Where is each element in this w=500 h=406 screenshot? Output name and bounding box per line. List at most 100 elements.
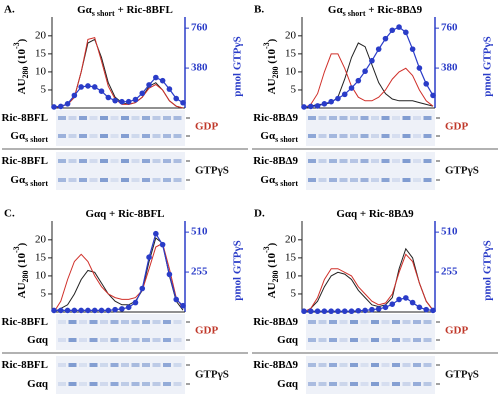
text-segment: -3 — [12, 42, 21, 49]
gel-band — [110, 159, 119, 163]
text-segment: (10 — [266, 253, 278, 271]
gel-band — [423, 382, 432, 386]
gel-band — [79, 338, 87, 342]
text-segment: -3 — [12, 246, 21, 253]
y-tick-label: 10 — [285, 65, 297, 77]
gel-band — [371, 338, 379, 342]
data-point — [139, 90, 146, 97]
gel-band — [142, 178, 150, 182]
gel-band — [173, 320, 182, 324]
text-segment: + Ric-8BΔ9 — [366, 4, 423, 16]
gel-band — [100, 116, 108, 120]
gel-band — [350, 116, 358, 120]
y2-tick-label: 380 — [191, 62, 208, 74]
gel-band — [413, 382, 421, 386]
gel-band — [360, 159, 369, 163]
data-point — [307, 308, 314, 315]
gel-background — [56, 356, 185, 394]
gel-band — [350, 382, 358, 386]
gel-band — [318, 363, 327, 367]
gel-band — [392, 116, 400, 120]
gel-row-label: Gαs short — [260, 130, 298, 145]
gel-band — [402, 159, 411, 163]
text-segment: Gα — [260, 130, 276, 142]
data-point — [173, 296, 180, 303]
data-point — [71, 307, 78, 314]
gel-band — [381, 338, 390, 342]
data-point — [423, 306, 430, 313]
data-point — [119, 306, 125, 312]
gel-band — [79, 320, 87, 324]
gel-band — [381, 159, 390, 163]
panel-label: A. — [4, 4, 15, 16]
text-segment: Ric-8BΔ9 — [253, 316, 298, 328]
gel-band — [423, 159, 432, 163]
gel-band — [371, 116, 379, 120]
gel-band — [350, 363, 358, 367]
gel-band — [371, 363, 379, 367]
chart-title: Gαq + Ric-8BFL — [85, 208, 164, 220]
gel-band — [163, 320, 171, 324]
y-tick-label: 5 — [41, 83, 47, 95]
data-point — [112, 306, 118, 313]
gel-band — [89, 382, 98, 386]
gel-band — [68, 159, 77, 163]
text-segment: AU — [266, 282, 278, 298]
text-segment: Gα — [260, 174, 276, 186]
chart-title: Gαs short + Ric-8BΔ9 — [328, 4, 423, 19]
gel-band — [163, 338, 171, 342]
gel-band — [350, 134, 358, 138]
text-segment: AU — [16, 282, 28, 298]
gel-band — [142, 320, 150, 324]
y2-tick-label: 255 — [441, 266, 458, 278]
data-point — [369, 57, 375, 64]
gel-band — [339, 178, 348, 182]
gel-band — [110, 338, 119, 342]
data-point — [341, 308, 348, 315]
gel-band — [423, 116, 432, 120]
y-tick-label: 20 — [285, 29, 297, 41]
gel-band — [308, 159, 316, 163]
gel-band — [402, 116, 411, 120]
y-tick-label: 5 — [291, 83, 297, 95]
text-segment: Gαq — [277, 378, 299, 390]
data-point — [91, 307, 98, 314]
gel-band — [100, 338, 108, 342]
text-segment: -3 — [262, 42, 271, 49]
text-segment: (10 — [16, 253, 28, 271]
gel-band — [318, 338, 327, 342]
gel-band — [413, 178, 421, 182]
gel-band — [142, 134, 150, 138]
y2-axis-label: pmol GTPγS — [482, 240, 494, 300]
gel-band — [360, 363, 369, 367]
gel-band — [173, 178, 182, 182]
gel-band — [371, 178, 379, 182]
gel-band — [318, 134, 327, 138]
gel-band — [381, 134, 390, 138]
data-point — [423, 81, 430, 87]
gel-band — [339, 338, 348, 342]
gel-band — [423, 134, 432, 138]
y2-axis-label: pmol GTPγS — [232, 36, 244, 96]
gel-band — [392, 134, 400, 138]
gel-band — [360, 320, 369, 324]
gel-band — [381, 382, 390, 386]
data-point — [348, 85, 355, 91]
y-tick-label: 5 — [41, 287, 47, 299]
gel-band — [131, 320, 140, 324]
panel-label: B. — [254, 4, 264, 16]
text-segment: 280 — [271, 66, 280, 78]
text-segment: Ric-8BFL — [2, 112, 48, 124]
text-segment: Gα — [10, 174, 26, 186]
gel-band — [423, 178, 432, 182]
gel-band — [360, 382, 369, 386]
gel-band — [329, 159, 337, 163]
data-point — [403, 295, 409, 301]
data-point — [105, 94, 112, 101]
data-point — [362, 68, 368, 75]
gel-band — [152, 178, 161, 182]
gel-band — [360, 116, 369, 120]
gel-band — [58, 382, 66, 386]
gel-background — [306, 356, 435, 394]
gel-band — [163, 382, 171, 386]
